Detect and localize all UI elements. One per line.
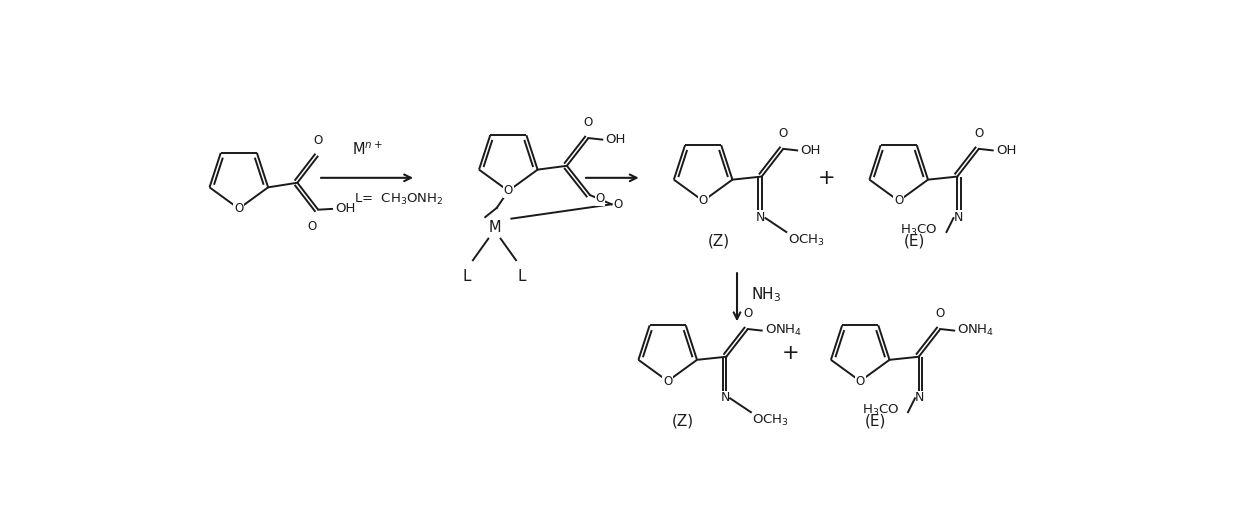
Text: O: O: [504, 184, 513, 198]
Text: ONH$_4$: ONH$_4$: [764, 323, 802, 338]
Text: (E): (E): [865, 413, 886, 428]
Text: O: O: [663, 374, 673, 388]
Text: M: M: [488, 221, 501, 235]
Text: OCH$_3$: OCH$_3$: [752, 413, 789, 428]
Text: N: N: [721, 391, 730, 404]
Text: N: N: [953, 211, 963, 224]
Text: (E): (E): [903, 233, 924, 248]
Text: O: O: [596, 192, 605, 205]
Text: H$_3$CO: H$_3$CO: [901, 223, 938, 238]
Text: OH: OH: [606, 133, 626, 146]
Text: O: O: [613, 198, 622, 211]
Text: O: O: [856, 374, 865, 388]
Text: OH: OH: [996, 144, 1016, 157]
Text: O: O: [699, 194, 707, 207]
Text: O: O: [307, 221, 317, 233]
Text: OCH$_3$: OCH$_3$: [788, 233, 825, 248]
Text: (Z): (Z): [707, 233, 730, 248]
Text: L=  CH$_3$ONH$_2$: L= CH$_3$ONH$_2$: [354, 192, 444, 207]
Text: O: O: [895, 194, 903, 207]
Text: O: O: [584, 116, 593, 129]
Text: ONH$_4$: ONH$_4$: [958, 323, 995, 338]
Text: M$^{n+}$: M$^{n+}$: [352, 141, 383, 158]
Text: O: O: [778, 127, 788, 140]
Text: O: O: [935, 307, 945, 320]
Text: NH$_3$: NH$_3$: [751, 286, 782, 304]
Text: L: L: [518, 269, 527, 285]
Text: O: O: [234, 202, 243, 215]
Text: L: L: [462, 269, 471, 285]
Text: O: O: [313, 133, 323, 147]
Text: O: O: [974, 127, 984, 140]
Text: N: N: [756, 211, 766, 224]
Text: +: +: [818, 168, 835, 188]
Text: +: +: [782, 343, 799, 363]
Text: O: O: [743, 307, 752, 320]
Text: (Z): (Z): [672, 413, 694, 428]
Text: OH: OH: [335, 203, 356, 215]
Text: OH: OH: [800, 144, 820, 157]
Text: H$_3$CO: H$_3$CO: [862, 403, 900, 418]
Text: N: N: [914, 391, 924, 404]
